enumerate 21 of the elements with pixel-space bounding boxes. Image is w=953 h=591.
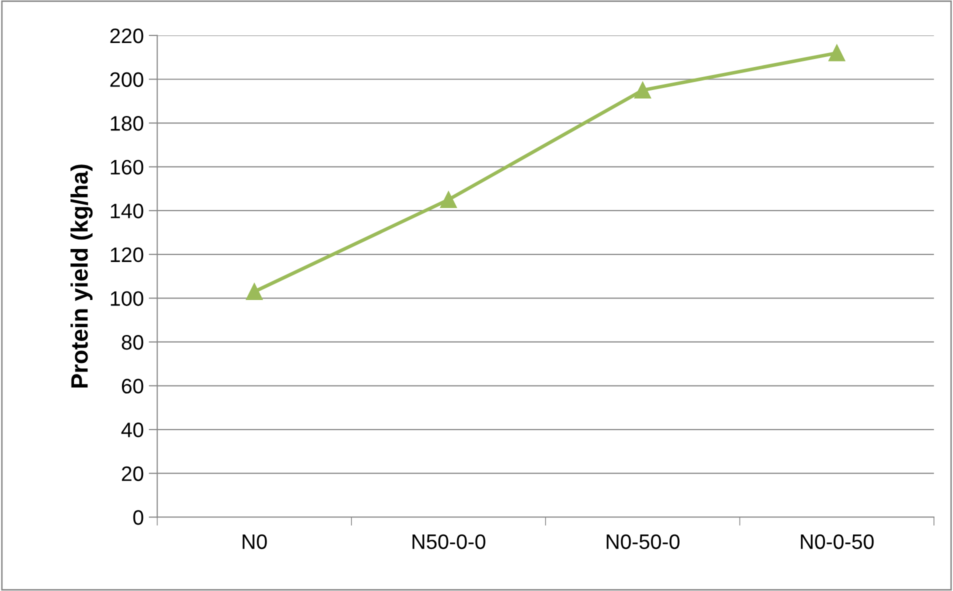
y-tick-label: 220 — [110, 28, 144, 44]
x-tick-label: N0 — [242, 534, 267, 550]
y-tick-label: 140 — [110, 204, 144, 218]
x-tick-label: N0-0-50 — [800, 534, 874, 550]
y-tick-label: 160 — [110, 160, 144, 175]
y-axis-title: Protein yield (kg/ha) — [70, 164, 93, 388]
y-tick-label: 40 — [121, 422, 144, 438]
y-tick-label: 60 — [122, 378, 144, 394]
y-tick-label: 100 — [110, 291, 144, 306]
y-tick-label: 180 — [110, 116, 144, 131]
point — [828, 44, 846, 62]
x-tick-label: N50-0-0 — [412, 534, 486, 550]
y-tick-label: 200 — [110, 72, 144, 87]
point — [246, 283, 263, 300]
x-tick-label: N0-50-0 — [606, 534, 680, 550]
y-tick-label: 20 — [122, 466, 144, 482]
y-tick-label: 120 — [110, 247, 144, 262]
y-tick-label: 80 — [122, 334, 144, 350]
point — [634, 82, 652, 99]
point — [440, 191, 457, 208]
y-tick-label: 0 — [133, 510, 144, 525]
